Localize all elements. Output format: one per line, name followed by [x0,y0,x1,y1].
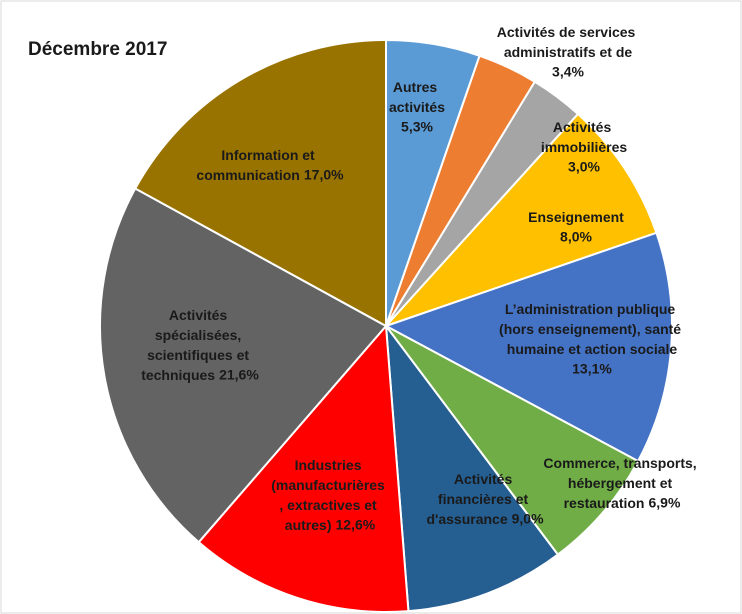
pie-slice [385,112,658,327]
chart-title: Décembre 2017 [28,39,167,60]
value-label: 3,0% [568,159,600,175]
value-label: 8,0% [560,229,592,245]
value-label: 17,0% [304,167,344,183]
pie-slice [383,231,673,463]
slice-label: L’administration publique (hors enseigne… [499,301,685,357]
slice-label: Activités de services administratifs et … [497,24,639,60]
value-label: 21,6% [219,367,259,383]
pie-slice [197,323,410,613]
slice-label: Activités immobilières [541,119,628,155]
value-label: 5,3% [401,119,433,135]
labels: Autres activités 5,3% Activités de service… [141,24,700,533]
slice-label: Commerce, transports, hébergement et res… [543,455,700,511]
slice-label: Activités financières et d'assurance [426,471,532,527]
pie-slice [384,322,560,613]
slice-label: Autres activités [389,79,445,115]
pie-slice [99,187,388,544]
value-label: 6,9% [649,495,681,511]
value-label: 9,0% [512,511,544,527]
value-label: 13,1% [572,361,612,377]
value-label: 12,6% [335,517,375,533]
value-label: 3,4% [552,64,584,80]
pie-slice [385,325,640,556]
pie-slice [133,38,387,328]
slice-label: Enseignement [528,209,624,225]
pie [99,38,673,613]
slice-label: Industries (manufacturières , extractive… [271,457,388,533]
slice-label: Information et communication [196,147,318,183]
slice-label: Activités spécialisées, scientifiques et… [141,307,253,383]
